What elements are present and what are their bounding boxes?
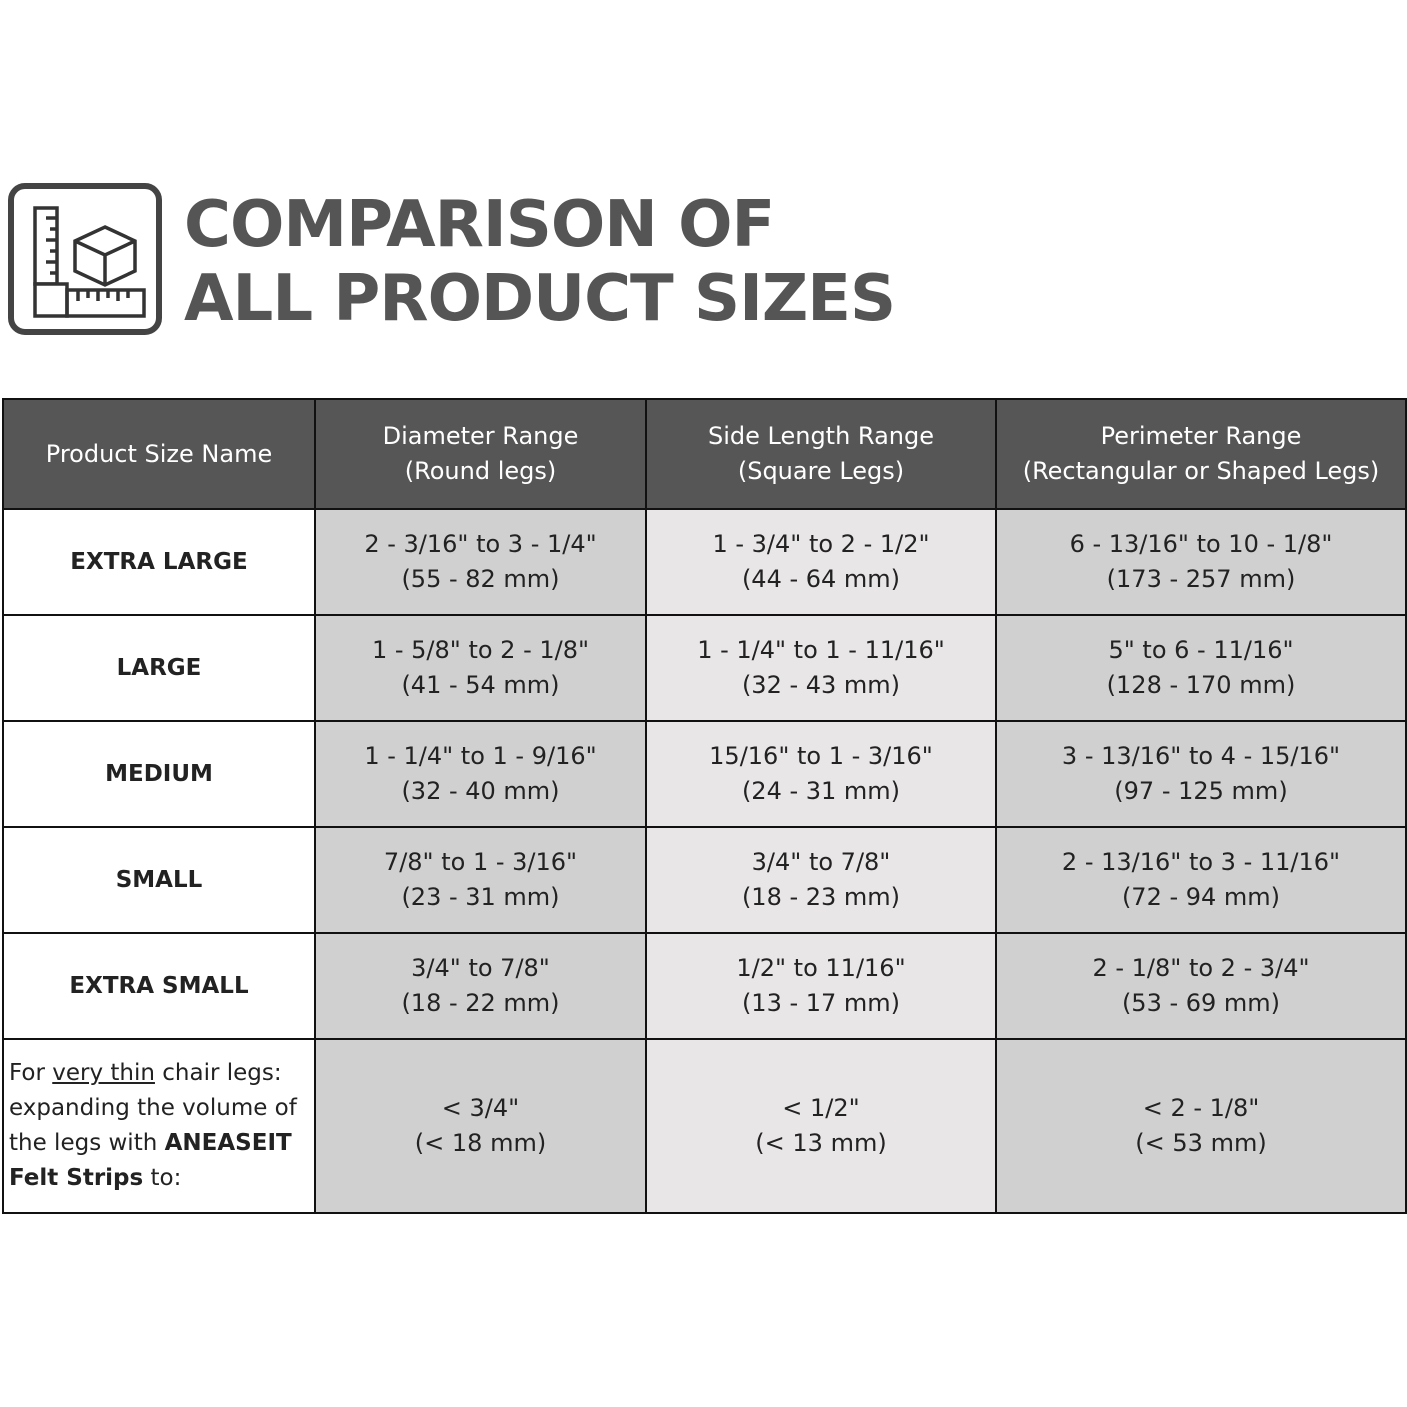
header-perimeter: Perimeter Range (Rectangular or Shaped Le… xyxy=(995,398,1407,510)
cell-diameter: < 3/4" (< 18 mm) xyxy=(314,1038,647,1214)
cell-side-length: 3/4" to 7/8" (18 - 23 mm) xyxy=(645,826,997,934)
header-product-size-name: Product Size Name xyxy=(2,398,316,510)
cell-perimeter: 6 - 13/16" to 10 - 1/8" (173 - 257 mm) xyxy=(995,508,1407,616)
table-row: EXTRA LARGE 2 - 3/16" to 3 - 1/4" (55 - 82… xyxy=(2,508,1407,616)
page-title: COMPARISON OF ALL PRODUCT SIZES xyxy=(184,188,896,336)
cell-perimeter: 2 - 1/8" to 2 - 3/4" (53 - 69 mm) xyxy=(995,932,1407,1040)
cell-diameter: 1 - 5/8" to 2 - 1/8" (41 - 54 mm) xyxy=(314,614,647,722)
size-name: MEDIUM xyxy=(2,720,316,828)
size-name: LARGE xyxy=(2,614,316,722)
cell-diameter: 7/8" to 1 - 3/16" (23 - 31 mm) xyxy=(314,826,647,934)
cell-side-length: < 1/2" (< 13 mm) xyxy=(645,1038,997,1214)
cell-perimeter: 2 - 13/16" to 3 - 11/16" (72 - 94 mm) xyxy=(995,826,1407,934)
table-row: MEDIUM 1 - 1/4" to 1 - 9/16" (32 - 40 mm) 1… xyxy=(2,720,1407,828)
title-line-1: COMPARISON OF xyxy=(184,188,775,262)
table-row-thin-legs: For very thin chair legs: expanding the … xyxy=(2,1038,1407,1214)
table-row: LARGE 1 - 5/8" to 2 - 1/8" (41 - 54 mm) 1 -… xyxy=(2,614,1407,722)
cell-diameter: 3/4" to 7/8" (18 - 22 mm) xyxy=(314,932,647,1040)
cell-diameter: 1 - 1/4" to 1 - 9/16" (32 - 40 mm) xyxy=(314,720,647,828)
cell-side-length: 1/2" to 11/16" (13 - 17 mm) xyxy=(645,932,997,1040)
table-row: SMALL 7/8" to 1 - 3/16" (23 - 31 mm) 3/4" t… xyxy=(2,826,1407,934)
cell-side-length: 1 - 1/4" to 1 - 11/16" (32 - 43 mm) xyxy=(645,614,997,722)
size-name: SMALL xyxy=(2,826,316,934)
cell-side-length: 15/16" to 1 - 3/16" (24 - 31 mm) xyxy=(645,720,997,828)
size-name: EXTRA LARGE xyxy=(2,508,316,616)
title-line-2: ALL PRODUCT SIZES xyxy=(184,262,896,336)
size-comparison-table: Product Size Name Diameter Range (Round l… xyxy=(2,398,1407,1214)
cell-side-length: 1 - 3/4" to 2 - 1/2" (44 - 64 mm) xyxy=(645,508,997,616)
table-row: EXTRA SMALL 3/4" to 7/8" (18 - 22 mm) 1/2" … xyxy=(2,932,1407,1040)
cell-perimeter: 3 - 13/16" to 4 - 15/16" (97 - 125 mm) xyxy=(995,720,1407,828)
cell-perimeter: 5" to 6 - 11/16" (128 - 170 mm) xyxy=(995,614,1407,722)
header-diameter: Diameter Range (Round legs) xyxy=(314,398,647,510)
header-side-length: Side Length Range (Square Legs) xyxy=(645,398,997,510)
size-name: EXTRA SMALL xyxy=(2,932,316,1040)
cell-diameter: 2 - 3/16" to 3 - 1/4" (55 - 82 mm) xyxy=(314,508,647,616)
table-header-row: Product Size Name Diameter Range (Round l… xyxy=(2,398,1407,510)
cell-perimeter: < 2 - 1/8" (< 53 mm) xyxy=(995,1038,1407,1214)
thin-legs-note: For very thin chair legs: expanding the … xyxy=(2,1038,316,1214)
ruler-cube-icon xyxy=(8,183,162,335)
